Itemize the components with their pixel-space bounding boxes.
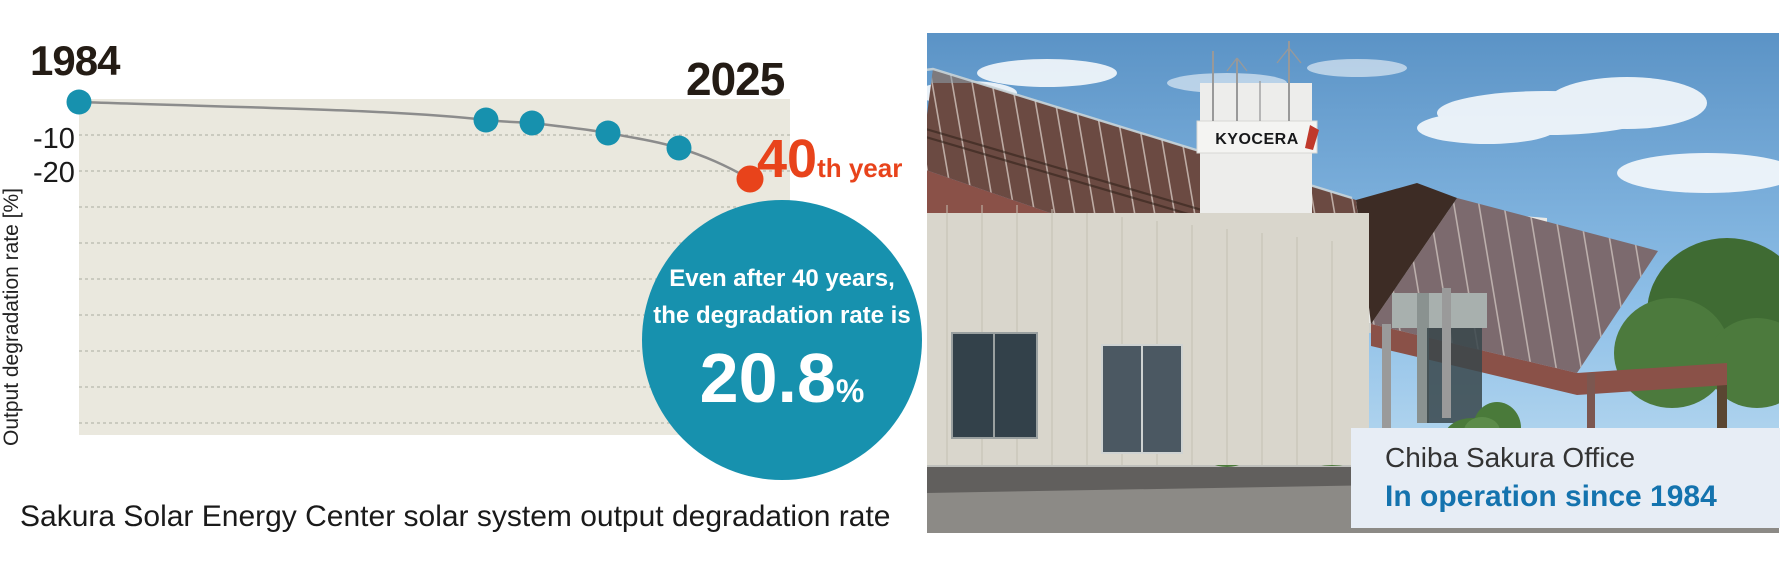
svg-text:KYOCERA: KYOCERA xyxy=(1215,131,1299,148)
